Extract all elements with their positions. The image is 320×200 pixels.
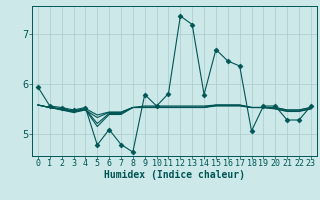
X-axis label: Humidex (Indice chaleur): Humidex (Indice chaleur) bbox=[104, 170, 245, 180]
